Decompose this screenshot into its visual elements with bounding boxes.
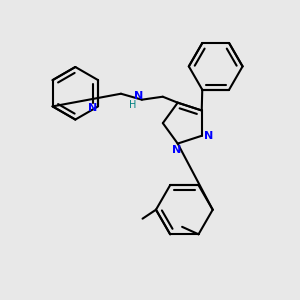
Text: N: N <box>134 91 143 101</box>
Text: N: N <box>88 103 98 113</box>
Text: H: H <box>129 100 137 110</box>
Text: N: N <box>204 131 213 141</box>
Text: N: N <box>172 145 181 155</box>
